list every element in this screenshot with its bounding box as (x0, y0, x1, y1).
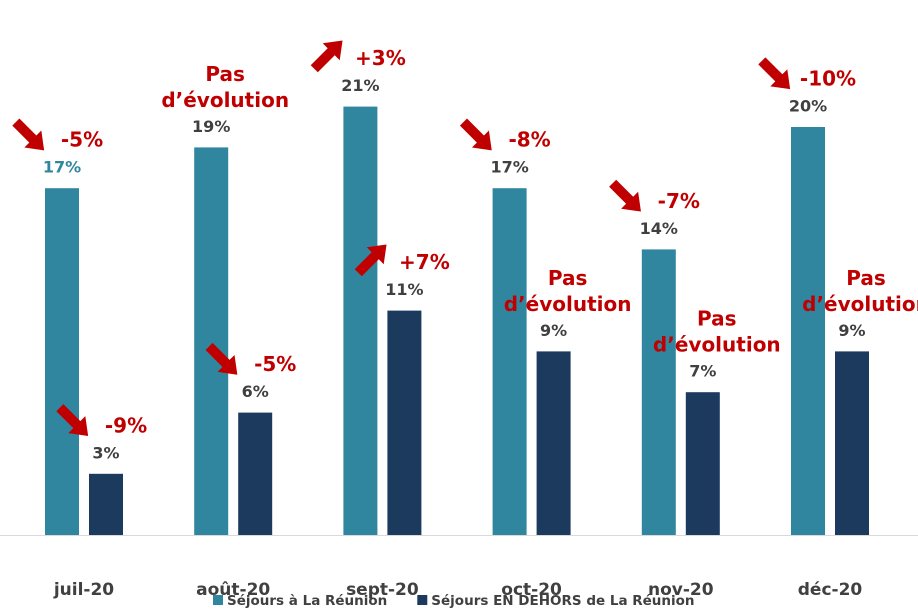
value-label: 14% (640, 219, 678, 238)
bar (685, 392, 720, 535)
arrow (12, 118, 45, 151)
value-label: 21% (341, 76, 379, 95)
bar (89, 473, 123, 535)
annotation: d’évolution (802, 292, 918, 316)
x-tick-label: oct-20 (501, 580, 562, 600)
value-label: 19% (192, 117, 230, 136)
x-tick-label: déc-20 (798, 580, 863, 600)
arrow (758, 57, 791, 90)
bar (641, 249, 676, 535)
annotation: -7% (658, 189, 700, 213)
bar (492, 188, 527, 535)
annotation: -5% (61, 128, 103, 152)
value-label: 17% (43, 158, 81, 177)
arrow (459, 118, 492, 151)
bar (45, 188, 79, 535)
annotation: Pas (548, 266, 588, 290)
legend-label: Séjours EN DEHORS de La Réunion (431, 593, 694, 609)
annotation: d’évolution (504, 292, 632, 316)
value-label: 11% (385, 280, 423, 299)
bar (343, 106, 378, 535)
bar (194, 147, 229, 535)
value-label: 9% (838, 321, 865, 340)
arrow (56, 404, 89, 436)
legend-label: Séjours à La Réunion (227, 593, 387, 609)
annotation: d’évolution (161, 88, 289, 112)
annotation: -5% (254, 352, 296, 376)
annotation: Pas (205, 62, 245, 86)
arrow (310, 40, 343, 73)
bar (238, 412, 273, 535)
bar (536, 351, 571, 535)
value-label: 6% (242, 382, 269, 401)
annotation: Pas (697, 307, 737, 331)
x-tick-label: nov-20 (648, 580, 714, 600)
value-label: 9% (540, 321, 567, 340)
bar (835, 351, 869, 535)
x-tick-label: juil-20 (53, 580, 114, 600)
annotation: +3% (355, 46, 406, 70)
value-label: 20% (789, 97, 827, 116)
annotation: d’évolution (653, 333, 781, 357)
value-label: 3% (92, 443, 119, 462)
value-label: 17% (490, 158, 528, 177)
annotation: Pas (846, 266, 886, 290)
x-tick-label: sept-20 (346, 580, 419, 600)
legend-swatch (417, 595, 428, 605)
arrow (205, 342, 238, 375)
arrow (354, 244, 387, 277)
annotation: -8% (508, 128, 550, 152)
arrow (609, 179, 641, 212)
bar (387, 310, 422, 535)
value-label: 7% (689, 362, 716, 381)
bar (791, 127, 825, 535)
annotation: -9% (105, 413, 147, 437)
annotation: +7% (399, 250, 450, 274)
legend-swatch (213, 595, 223, 605)
annotation: -10% (800, 67, 856, 91)
